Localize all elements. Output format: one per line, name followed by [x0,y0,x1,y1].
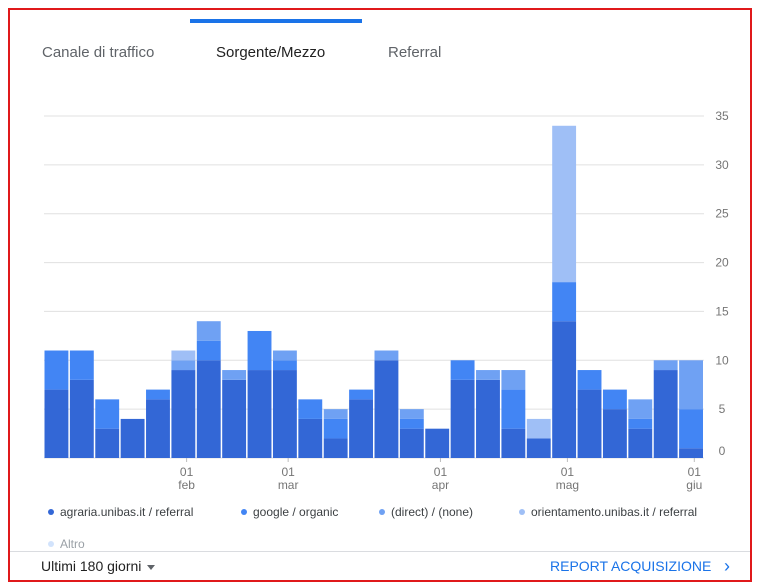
x-tick-label: mag [556,478,579,492]
bar-segment [552,321,577,458]
bar-segment [247,370,272,458]
bar-segment [222,370,247,380]
caret-down-icon [147,564,156,570]
bar-segment [501,389,526,429]
bar-segment [349,389,373,400]
bar-segment [628,428,653,458]
y-tick-label: 5 [719,402,726,416]
y-tick-label: 25 [715,207,729,221]
bar-segment [653,370,678,458]
bar-segment [95,428,120,458]
bar-segment [272,360,297,371]
bar-segment [628,418,653,429]
bar-segment [298,418,323,458]
legend-item-direct[interactable]: (direct) / (none) [379,505,473,519]
bar-segment [44,389,69,458]
date-range-dropdown[interactable]: Ultimi 180 giorni [41,558,156,574]
bar-segment [399,428,424,458]
bar-segment [679,409,703,449]
bar-segment [120,418,145,458]
legend-item-altro[interactable]: Altro [48,537,85,551]
bar-segment [222,379,247,458]
bar-segment [272,350,297,361]
y-tick-label: 0 [719,444,726,458]
bar-segment [501,428,526,458]
legend-dot-icon [241,508,247,515]
bar-segment [476,379,500,458]
x-tick-label: 01 [180,465,194,479]
legend-dot-icon [48,508,54,515]
x-tick-label: 01 [688,465,702,479]
bar-segment [146,399,170,458]
bar-segment [450,379,475,458]
bar-segment [679,448,703,458]
x-tick-label: 01 [281,465,295,479]
bar-segment [425,428,450,458]
y-tick-label: 15 [715,304,729,318]
bar-segment [272,370,297,458]
bar-segment [653,360,678,371]
y-tick-label: 10 [715,353,729,367]
legend-dot-icon [379,508,385,515]
bar-segment [146,389,170,400]
legend-item-agraria[interactable]: agraria.unibas.it / referral [48,505,193,519]
legend-dot-icon [519,508,525,515]
x-tick-label: 01 [434,465,448,479]
bar-segment [171,370,196,458]
bar-segment [577,389,602,458]
bar-segment [196,360,221,458]
y-tick-label: 20 [715,256,729,270]
bar-segment [349,399,373,458]
y-tick-label: 30 [715,158,729,172]
bar-segment [323,438,348,458]
bar-segment [399,409,424,419]
x-tick-label: 01 [561,465,575,479]
bar-segment [171,350,196,361]
acquisition-card: Canale di traffico Sorgente/Mezzo Referr… [8,8,752,582]
bar-segment [95,399,120,429]
bar-segment [69,379,94,458]
bar-segment [196,321,221,341]
y-tick-label: 35 [715,109,729,123]
report-acquisizione-link[interactable]: REPORT ACQUISIZIONE [550,558,712,574]
footer-divider [10,551,750,552]
bar-segment [323,409,348,419]
bar-segment [298,399,323,419]
bar-segment [323,418,348,439]
x-tick-label: mar [278,478,299,492]
bar-segment [526,418,551,439]
bar-segment [552,282,577,322]
bar-segment [374,360,399,458]
legend-item-orientamento[interactable]: orientamento.unibas.it / referral [519,505,697,519]
bar-segment [628,399,653,419]
bar-segment [399,418,424,429]
bar-segment [69,350,94,380]
bar-segment [476,370,500,380]
tab-bar: Canale di traffico Sorgente/Mezzo Referr… [10,10,750,80]
tab-sorgente-mezzo[interactable]: Sorgente/Mezzo [216,44,326,61]
bar-segment [577,370,602,390]
tab-canale-di-traffico[interactable]: Canale di traffico [42,44,155,61]
x-tick-label: apr [432,478,449,492]
bar-segment [526,438,551,458]
legend-item-google[interactable]: google / organic [241,505,338,519]
bar-segment [196,340,221,361]
bar-segment [247,330,272,371]
chevron-right-icon[interactable]: › [724,556,730,576]
bar-segment [44,350,69,390]
stacked-bar-chart: 0510152025303501feb01mar01apr01mag01giu0… [44,109,729,492]
tab-referral[interactable]: Referral [388,44,442,61]
active-tab-indicator [190,19,362,23]
x-tick-label: giu [686,478,702,492]
bar-segment [501,370,526,390]
bar-segment [602,389,627,410]
bar-segment [374,350,399,361]
bar-segment [602,409,627,458]
x-tick-label: feb [178,478,195,492]
bar-segment [552,125,577,283]
legend-dot-icon [48,540,54,547]
bar-segment [171,360,196,371]
bar-segment [679,360,703,410]
bar-segment [450,360,475,380]
